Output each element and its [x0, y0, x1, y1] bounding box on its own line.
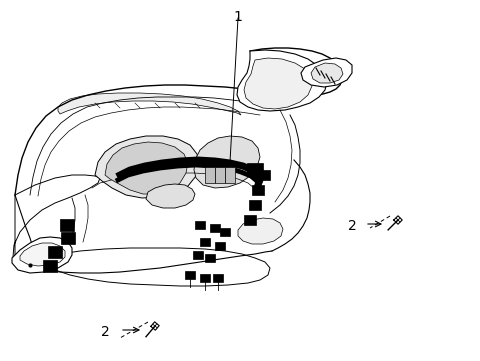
Bar — [210, 224, 220, 232]
Bar — [61, 232, 75, 244]
Bar — [48, 246, 62, 258]
Polygon shape — [238, 218, 283, 244]
Polygon shape — [13, 175, 100, 262]
Polygon shape — [20, 243, 65, 266]
Polygon shape — [311, 63, 343, 83]
Bar — [205, 167, 215, 183]
Bar — [185, 271, 195, 279]
Polygon shape — [105, 142, 188, 194]
Bar — [195, 221, 205, 229]
Bar — [244, 215, 256, 225]
Bar — [220, 228, 230, 236]
Polygon shape — [35, 248, 270, 286]
Bar — [200, 238, 210, 246]
Bar — [60, 219, 74, 231]
Polygon shape — [146, 184, 195, 208]
Bar — [200, 274, 210, 282]
Bar — [193, 251, 203, 259]
Bar — [215, 242, 225, 250]
Polygon shape — [12, 237, 72, 273]
Bar — [225, 167, 235, 183]
Text: 2: 2 — [348, 219, 357, 233]
Bar — [215, 167, 225, 183]
Bar — [249, 200, 261, 210]
Polygon shape — [301, 58, 352, 87]
Polygon shape — [237, 50, 327, 111]
Polygon shape — [58, 93, 241, 115]
Bar — [247, 163, 263, 173]
Bar — [252, 185, 264, 195]
Polygon shape — [244, 58, 312, 109]
Bar — [254, 170, 270, 180]
Text: 1: 1 — [234, 10, 242, 24]
Bar — [213, 274, 223, 282]
Bar — [205, 254, 215, 262]
Bar — [43, 260, 57, 272]
Polygon shape — [95, 136, 199, 198]
Polygon shape — [194, 136, 260, 188]
Text: 2: 2 — [101, 325, 110, 339]
